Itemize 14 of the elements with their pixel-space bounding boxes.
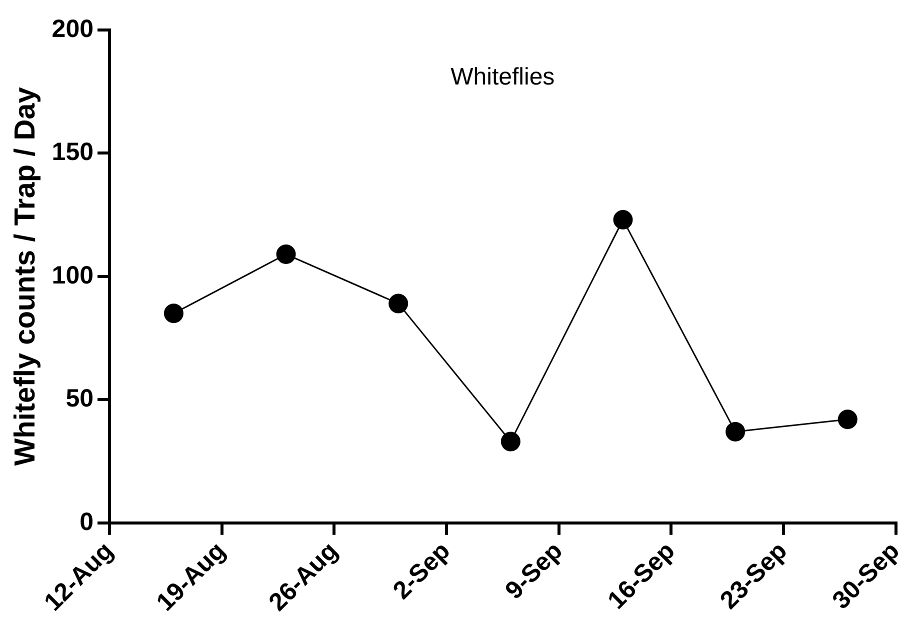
y-axis-title: Whitefly counts / Trap / Day [9, 87, 42, 466]
y-tick-label: 100 [52, 261, 94, 290]
point [388, 294, 408, 314]
y-tick-label: 150 [52, 138, 94, 166]
y-tick-label: 0 [80, 508, 94, 536]
point [613, 210, 633, 230]
y-tick-label: 50 [66, 384, 94, 413]
point [500, 432, 520, 452]
point [276, 244, 296, 264]
point [726, 422, 746, 442]
point [838, 410, 858, 430]
point [164, 304, 184, 324]
text: Whiteflies [450, 64, 555, 91]
y-tick-label: 200 [52, 14, 94, 43]
